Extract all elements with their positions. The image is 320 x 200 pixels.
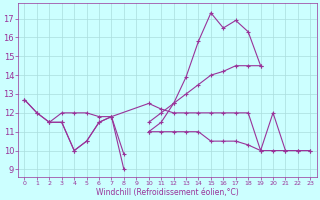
X-axis label: Windchill (Refroidissement éolien,°C): Windchill (Refroidissement éolien,°C) bbox=[96, 188, 239, 197]
